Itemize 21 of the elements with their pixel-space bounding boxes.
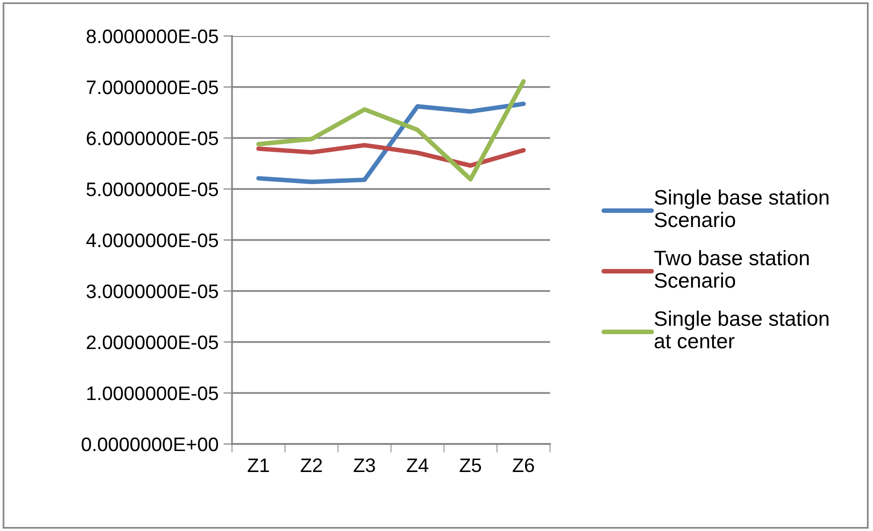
line-series	[256, 79, 526, 182]
x-tick-label: Z2	[300, 458, 322, 472]
line-series	[256, 142, 526, 168]
x-tick-label: Z5	[460, 458, 482, 472]
y-tick-label: 0.0000000E+00	[82, 437, 218, 452]
y-tick-label: 2.0000000E-05	[86, 335, 218, 350]
x-tick-label: Z3	[354, 458, 375, 472]
legend-label: Single base station Scenario	[654, 189, 828, 228]
legend-label: Single base station at center	[654, 310, 828, 348]
y-tick-label: 7.0000000E-05	[86, 80, 218, 94]
legend-label: Two base station Scenario	[654, 250, 809, 288]
x-tick-label: Z1	[248, 458, 269, 472]
y-tick-label: 5.0000000E-05	[86, 182, 218, 196]
y-tick-label: 8.0000000E-05	[86, 29, 218, 44]
line-series	[256, 102, 526, 184]
y-tick-label: 3.0000000E-05	[86, 284, 218, 298]
y-tick-label: 1.0000000E-05	[87, 386, 218, 400]
x-tick-label: Z6	[512, 458, 534, 472]
x-tick-label: Z4	[406, 458, 428, 472]
y-tick-label: 4.0000000E-05	[86, 233, 218, 248]
y-tick-label: 6.0000000E-05	[86, 131, 218, 146]
